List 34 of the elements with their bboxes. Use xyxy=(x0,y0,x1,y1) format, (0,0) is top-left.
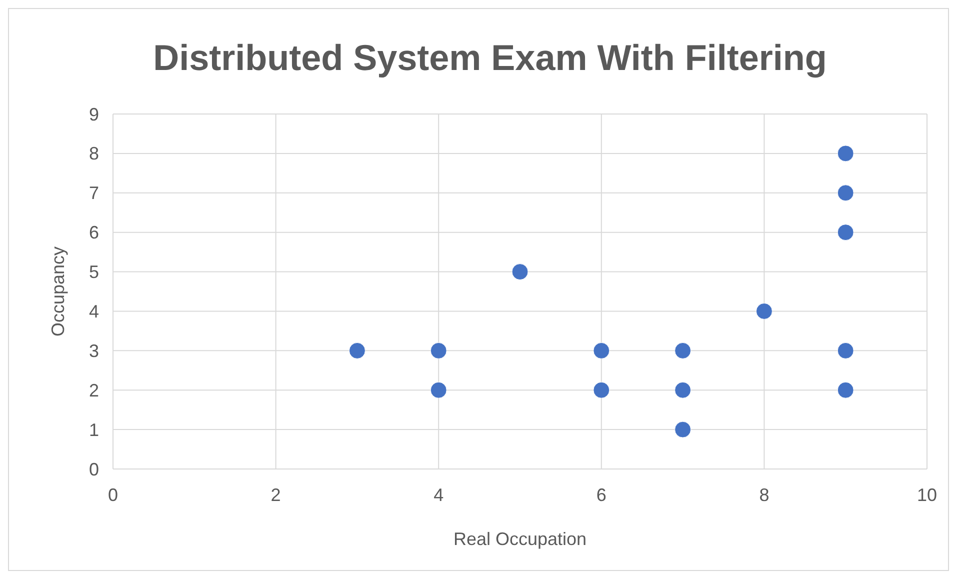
y-tick-label: 1 xyxy=(88,420,99,440)
point xyxy=(837,145,854,162)
y-tick-label: 4 xyxy=(88,302,99,322)
point xyxy=(593,342,610,359)
y-tick-label: 3 xyxy=(88,340,99,361)
point xyxy=(512,264,528,280)
y-tick-label: 7 xyxy=(88,183,99,204)
point xyxy=(674,342,692,359)
y-tick-label: 5 xyxy=(88,262,99,282)
point xyxy=(837,224,854,241)
x-axis-title: Real Occupation xyxy=(453,529,587,549)
point xyxy=(430,382,447,398)
x-tick-label: 6 xyxy=(596,485,606,505)
y-axis-title: Occupancy xyxy=(48,246,68,337)
point xyxy=(674,382,692,398)
y-tick-label: 2 xyxy=(88,380,99,400)
x-tick-label: 8 xyxy=(759,485,770,505)
point xyxy=(756,302,772,320)
y-tick-label: 6 xyxy=(88,222,99,243)
point xyxy=(674,421,692,438)
point xyxy=(837,184,854,202)
point xyxy=(593,382,610,398)
point xyxy=(430,342,447,359)
x-tick-label: 0 xyxy=(108,485,118,505)
point xyxy=(348,342,366,359)
point xyxy=(837,382,854,398)
x-tick-label: 2 xyxy=(270,485,281,505)
y-tick-label: 0 xyxy=(88,459,99,480)
y-tick-label: 9 xyxy=(88,104,99,124)
point xyxy=(837,342,854,359)
x-tick-label: 10 xyxy=(916,485,938,505)
x-tick-label: 4 xyxy=(434,485,444,505)
y-tick-label: 8 xyxy=(88,144,99,164)
chart-title: Distributed System Exam With Filtering xyxy=(153,37,827,78)
